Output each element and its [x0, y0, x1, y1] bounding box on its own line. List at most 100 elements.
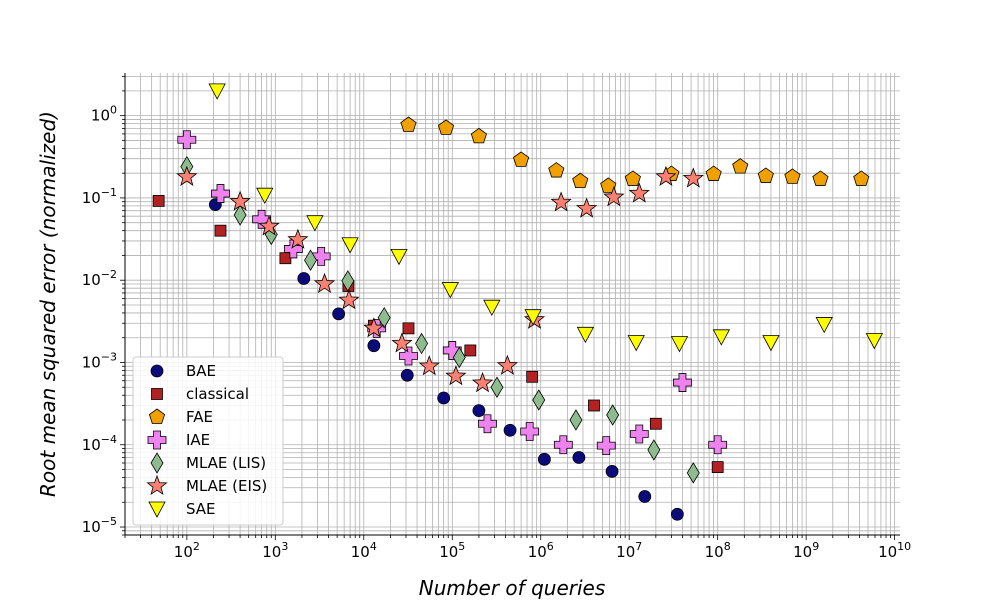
data-point-mlae-eis [445, 365, 467, 386]
data-point-sae [306, 215, 324, 232]
data-point-fae [600, 177, 617, 193]
legend-marker [148, 501, 166, 518]
legend-label: MLAE (EIS) [186, 477, 267, 495]
x-tick-label: 109 [793, 540, 819, 561]
x-tick-label: 1010 [878, 540, 911, 561]
data-point-bae [437, 391, 451, 405]
data-point-sae [865, 333, 884, 350]
data-point-mlae-lis [377, 306, 391, 329]
x-tick-label: 102 [174, 540, 200, 561]
data-point-classical [279, 252, 292, 265]
data-point-sae [670, 336, 689, 353]
data-point-fae [470, 127, 487, 144]
data-point-mlae-lis [532, 389, 546, 411]
data-point-classical [588, 399, 600, 412]
x-tick-label: 107 [616, 540, 642, 561]
data-point-bae [503, 423, 517, 437]
grid [124, 73, 900, 536]
data-point-bae [638, 490, 652, 503]
data-point-bae [297, 272, 311, 285]
data-point-mlae-eis [418, 355, 440, 376]
data-point-mlae-lis [490, 376, 504, 399]
data-point-classical [711, 461, 724, 474]
data-point-mlae-lis [233, 204, 247, 226]
legend-box [132, 356, 284, 526]
data-point-sae [483, 299, 501, 317]
data-point-mlae-eis [391, 332, 413, 353]
x-tick-label: 108 [705, 540, 731, 561]
legend-label: SAE [186, 500, 216, 518]
data-point-iae [211, 184, 230, 203]
data-point-iae [399, 346, 418, 366]
data-point-sae [524, 309, 542, 326]
data-point-mlae-eis [363, 317, 385, 338]
data-point-fae [705, 165, 722, 181]
legend-label: BAE [186, 362, 216, 380]
x-tick-label: 104 [351, 540, 377, 561]
data-point-fae [624, 170, 641, 186]
data-point-iae [629, 424, 649, 444]
data-point-bae [367, 339, 381, 353]
legend-marker [147, 430, 167, 450]
data-point-sae [627, 335, 645, 352]
data-point-fae [513, 151, 530, 167]
data-point-sae [208, 83, 226, 100]
data-point-mlae-eis [655, 165, 677, 186]
data-point-mlae-eis [550, 191, 572, 212]
data-point-sae [441, 282, 459, 299]
data-point-mlae-eis [176, 165, 198, 186]
legend-marker [150, 364, 164, 378]
data-point-fae [812, 170, 829, 186]
data-point-mlae-eis [313, 272, 336, 293]
data-points [152, 83, 884, 521]
data-point-classical [526, 370, 539, 383]
data-point-iae [553, 435, 573, 455]
data-point-bae [605, 464, 619, 478]
data-point-fae [572, 172, 589, 189]
data-point-mlae-lis [304, 249, 317, 271]
axes: 102 103 104 105 106 107 108 109 1010 100 10−1 10−2 1… [82, 73, 911, 561]
data-point-mlae-eis [229, 190, 251, 211]
data-point-mlae-eis [258, 215, 280, 236]
data-point-iae [708, 435, 728, 455]
y-tick-label: 10−5 [82, 515, 117, 536]
legend-label: FAE [186, 408, 213, 426]
data-point-mlae-lis [606, 404, 620, 426]
data-point-mlae-lis [569, 409, 583, 431]
data-point-sae [576, 326, 595, 344]
data-point-iae [177, 130, 197, 150]
data-point-classical [649, 417, 662, 430]
series-bae [208, 198, 684, 521]
y-tick-label: 100 [91, 104, 117, 125]
data-point-fae [400, 116, 417, 132]
data-point-mlae-eis [287, 228, 309, 249]
data-point-mlae-eis [628, 182, 650, 203]
data-point-mlae-lis [452, 346, 466, 369]
data-point-bae [670, 507, 684, 521]
data-point-bae [400, 368, 414, 382]
series-mlae-eis [176, 165, 704, 393]
legend-marker [148, 408, 166, 424]
data-point-mlae-eis [338, 289, 360, 310]
data-point-fae [784, 168, 801, 184]
series-sae [208, 83, 884, 353]
data-point-fae [853, 170, 870, 186]
x-tick-label: 105 [439, 540, 465, 561]
data-point-iae [283, 239, 303, 259]
data-point-fae [732, 158, 749, 174]
data-point-classical [402, 322, 415, 335]
legend-label: classical [186, 385, 249, 403]
data-point-classical [152, 195, 165, 207]
x-tick-label: 106 [528, 540, 554, 561]
x-axis-title: Number of queries [419, 576, 606, 600]
y-axis-title: Root mean squared error (normalized) [36, 111, 60, 497]
data-point-classical [214, 224, 227, 237]
legend-marker [146, 474, 168, 496]
data-point-fae [757, 167, 774, 183]
data-point-fae [437, 119, 455, 135]
legend-label: MLAE (LIS) [186, 454, 266, 472]
data-point-bae [472, 404, 486, 418]
data-point-bae [572, 451, 586, 464]
